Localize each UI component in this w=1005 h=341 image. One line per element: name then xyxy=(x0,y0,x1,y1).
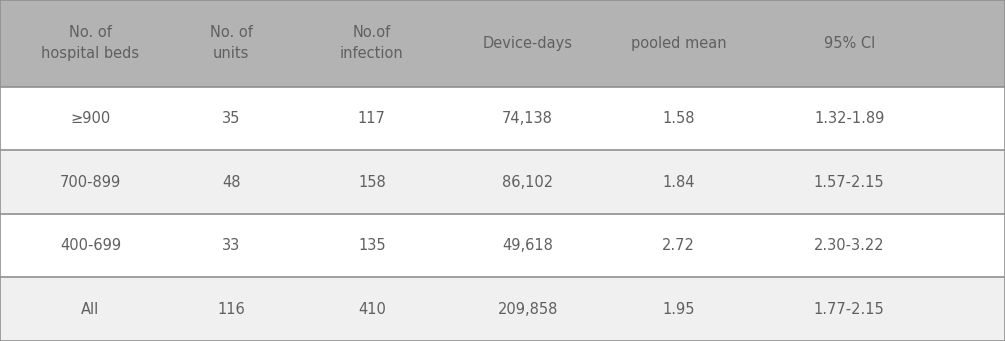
Text: 86,102: 86,102 xyxy=(502,175,553,190)
Text: 1.95: 1.95 xyxy=(662,302,694,317)
Text: 117: 117 xyxy=(358,111,386,126)
Text: 1.32-1.89: 1.32-1.89 xyxy=(814,111,884,126)
Text: 49,618: 49,618 xyxy=(502,238,553,253)
Text: 1.58: 1.58 xyxy=(662,111,694,126)
Text: Device-days: Device-days xyxy=(482,36,573,51)
Text: No.of
infection: No.of infection xyxy=(340,26,404,61)
Text: 1.77-2.15: 1.77-2.15 xyxy=(814,302,884,317)
Text: 410: 410 xyxy=(358,302,386,317)
Text: 700-899: 700-899 xyxy=(60,175,121,190)
Text: ≥900: ≥900 xyxy=(70,111,111,126)
Text: 1.84: 1.84 xyxy=(662,175,694,190)
Text: 400-699: 400-699 xyxy=(60,238,121,253)
Text: 2.72: 2.72 xyxy=(662,238,694,253)
Text: 33: 33 xyxy=(222,238,240,253)
Bar xyxy=(0,150,1005,214)
Text: 74,138: 74,138 xyxy=(502,111,553,126)
Text: 209,858: 209,858 xyxy=(497,302,558,317)
Text: 135: 135 xyxy=(358,238,386,253)
Bar xyxy=(0,87,1005,150)
Text: All: All xyxy=(81,302,99,317)
Text: 158: 158 xyxy=(358,175,386,190)
Bar xyxy=(0,214,1005,278)
Text: No. of
hospital beds: No. of hospital beds xyxy=(41,26,140,61)
Bar xyxy=(0,278,1005,341)
Text: pooled mean: pooled mean xyxy=(630,36,727,51)
Text: 35: 35 xyxy=(222,111,240,126)
Text: 1.57-2.15: 1.57-2.15 xyxy=(814,175,884,190)
Text: 2.30-3.22: 2.30-3.22 xyxy=(814,238,884,253)
Text: No. of
units: No. of units xyxy=(210,26,252,61)
Text: 48: 48 xyxy=(222,175,240,190)
Text: 116: 116 xyxy=(217,302,245,317)
Text: 95% CI: 95% CI xyxy=(823,36,875,51)
Bar xyxy=(0,0,1005,87)
